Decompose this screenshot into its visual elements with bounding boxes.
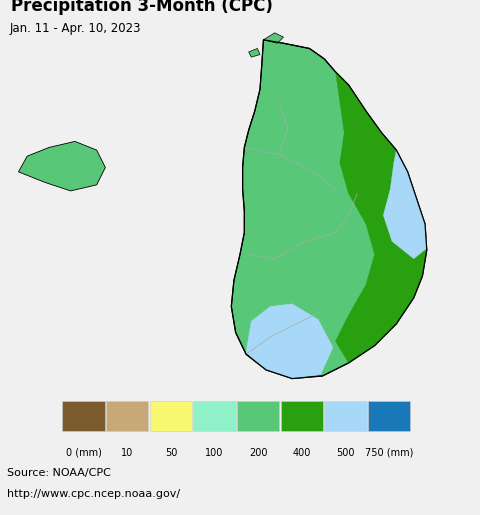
Text: 400: 400	[293, 448, 311, 458]
Bar	[62, 401, 105, 432]
Bar	[281, 401, 323, 432]
Text: 500: 500	[336, 448, 355, 458]
Bar	[368, 401, 410, 432]
Polygon shape	[249, 48, 260, 57]
Bar	[193, 401, 236, 432]
Bar	[150, 401, 192, 432]
Text: 200: 200	[249, 448, 267, 458]
Text: Source: NOAA/CPC: Source: NOAA/CPC	[7, 468, 111, 478]
Polygon shape	[384, 150, 427, 259]
Text: 100: 100	[205, 448, 224, 458]
Text: 50: 50	[165, 448, 177, 458]
Text: Precipitation 3-Month (CPC): Precipitation 3-Month (CPC)	[11, 0, 273, 15]
Text: http://www.cpc.ncep.noaa.gov/: http://www.cpc.ncep.noaa.gov/	[7, 489, 180, 499]
Text: 0 (mm): 0 (mm)	[66, 448, 101, 458]
Text: Jan. 11 - Apr. 10, 2023: Jan. 11 - Apr. 10, 2023	[10, 22, 141, 35]
Polygon shape	[231, 40, 427, 379]
Bar	[237, 401, 279, 432]
Text: 750 (mm): 750 (mm)	[365, 448, 413, 458]
Bar	[324, 401, 367, 432]
Text: 10: 10	[121, 448, 133, 458]
Polygon shape	[336, 72, 427, 363]
Polygon shape	[264, 33, 283, 43]
Polygon shape	[19, 142, 105, 191]
Bar	[106, 401, 148, 432]
Polygon shape	[246, 304, 333, 379]
